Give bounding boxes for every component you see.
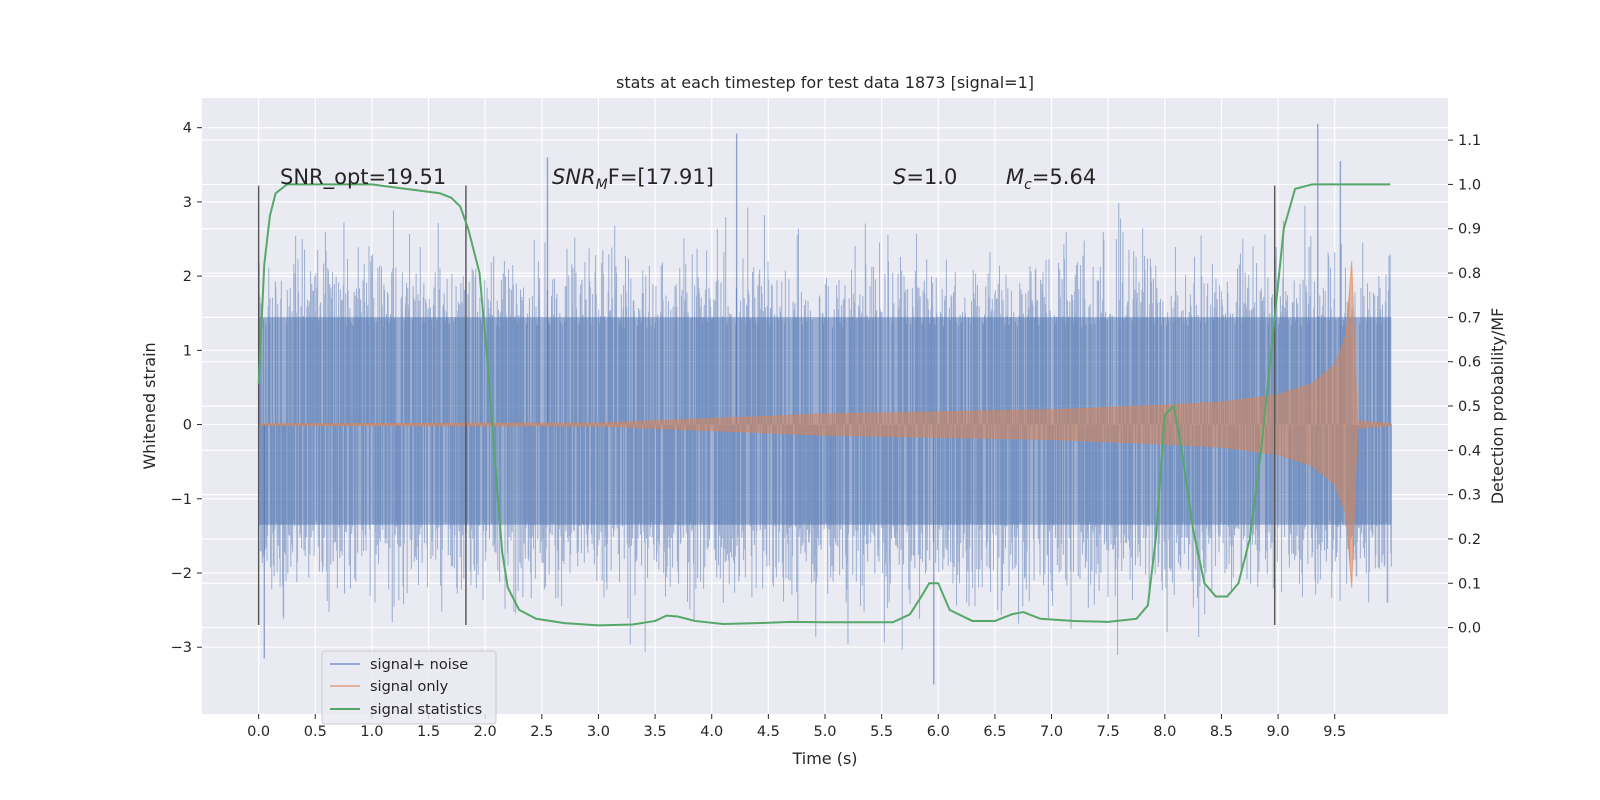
y-tick-label-5: −1 [171, 492, 192, 508]
legend-label-signal-noise: signal+ noise [370, 657, 468, 673]
legend-label-signal-only: signal only [370, 679, 449, 695]
y-axis-label: Whitened strain [140, 342, 159, 469]
y2-tick-label-0: 1.1 [1458, 133, 1481, 149]
x-tick-label-11: 5.5 [870, 724, 893, 740]
legend: signal+ noise signal only signal statist… [321, 650, 497, 725]
signal-statistics-line [257, 183, 1391, 627]
x-tick-label-18: 9.0 [1267, 724, 1290, 740]
y2-tick-label-9: 0.2 [1458, 532, 1481, 548]
x-tick-label-7: 3.5 [644, 724, 667, 740]
annotation-snr-mf: SNRMF=[17.91] [552, 165, 714, 193]
annotation-mc-rest: =5.64 [1032, 165, 1096, 189]
annotation-mc: Mc=5.64 [1006, 165, 1096, 193]
x-tick-label-12: 6.0 [927, 724, 950, 740]
y-axis-left: 4 3 2 1 0 −1 −2 −3 [171, 121, 202, 656]
y-tick-label-0: 4 [183, 121, 192, 137]
y2-tick-label-4: 0.7 [1458, 310, 1481, 326]
signal-only-envelope [258, 261, 1392, 588]
y2-tick-label-2: 0.9 [1458, 222, 1481, 238]
annotation-snr-mf-base: SNR [552, 165, 596, 189]
series-signal-statistics [257, 183, 1391, 627]
x-tick-label-3: 1.5 [417, 724, 440, 740]
x-tick-label-15: 7.5 [1097, 724, 1120, 740]
y2-tick-label-1: 1.0 [1458, 177, 1481, 193]
x-tick-label-0: 0.0 [247, 724, 270, 740]
legend-label-signal-statistics: signal statistics [370, 702, 482, 718]
x-tick-label-6: 3.0 [587, 724, 610, 740]
x-tick-label-5: 2.5 [530, 724, 553, 740]
annotation-snr-opt: SNR_opt=19.51 [280, 165, 446, 190]
x-tick-label-2: 1.0 [360, 724, 383, 740]
series-signal-only [258, 261, 1392, 588]
y-tick-label-7: −3 [171, 640, 192, 656]
y2-axis-label: Detection probability/MF [1488, 308, 1507, 505]
x-tick-label-1: 0.5 [304, 724, 327, 740]
x-axis-label: Time (s) [791, 749, 857, 768]
x-tick-label-19: 9.5 [1323, 724, 1346, 740]
annotation-snr-mf-rest: F=[17.91] [608, 165, 714, 189]
annotation-s: S=1.0 [893, 165, 957, 189]
y-axis-right: 1.1 1.0 0.9 0.8 0.7 0.6 0.5 0.4 0.3 0.2 0.1 0.0 [1448, 133, 1481, 637]
x-tick-label-14: 7.0 [1040, 724, 1063, 740]
y-tick-label-6: −2 [171, 566, 192, 582]
annotation-s-base: S [893, 165, 906, 189]
y-tick-label-1: 3 [183, 195, 192, 211]
y-tick-label-2: 2 [183, 269, 192, 285]
y-tick-label-4: 0 [183, 418, 192, 434]
y2-tick-label-10: 0.1 [1458, 576, 1481, 592]
legend-box [321, 650, 497, 725]
annotation-mc-sub: c [1024, 177, 1032, 193]
annotation-mc-base: M [1006, 165, 1024, 189]
y2-tick-label-11: 0.0 [1458, 621, 1481, 637]
x-tick-label-13: 6.5 [983, 724, 1006, 740]
y2-tick-label-8: 0.3 [1458, 488, 1481, 504]
x-tick-label-8: 4.0 [700, 724, 723, 740]
annotation-s-rest: =1.0 [906, 165, 957, 189]
annotation-snr-mf-sub: M [596, 177, 608, 193]
y2-tick-label-7: 0.4 [1458, 443, 1481, 459]
y-tick-label-3: 1 [183, 343, 192, 359]
x-tick-label-9: 4.5 [757, 724, 780, 740]
y2-tick-label-6: 0.5 [1458, 399, 1481, 415]
x-tick-label-4: 2.0 [474, 724, 497, 740]
x-tick-label-10: 5.0 [813, 724, 836, 740]
y2-tick-label-5: 0.6 [1458, 355, 1481, 371]
x-tick-label-17: 8.5 [1210, 724, 1233, 740]
vertical-markers [257, 185, 1276, 625]
y2-tick-label-3: 0.8 [1458, 266, 1481, 282]
x-tick-label-16: 8.0 [1153, 724, 1176, 740]
x-axis: 0.0 0.5 1.0 1.5 2.0 2.5 3.0 3.5 4.0 4.5 5.0 5.5 6.0 6… [247, 714, 1346, 740]
chart-title: stats at each timestep for test data 187… [616, 73, 1034, 92]
